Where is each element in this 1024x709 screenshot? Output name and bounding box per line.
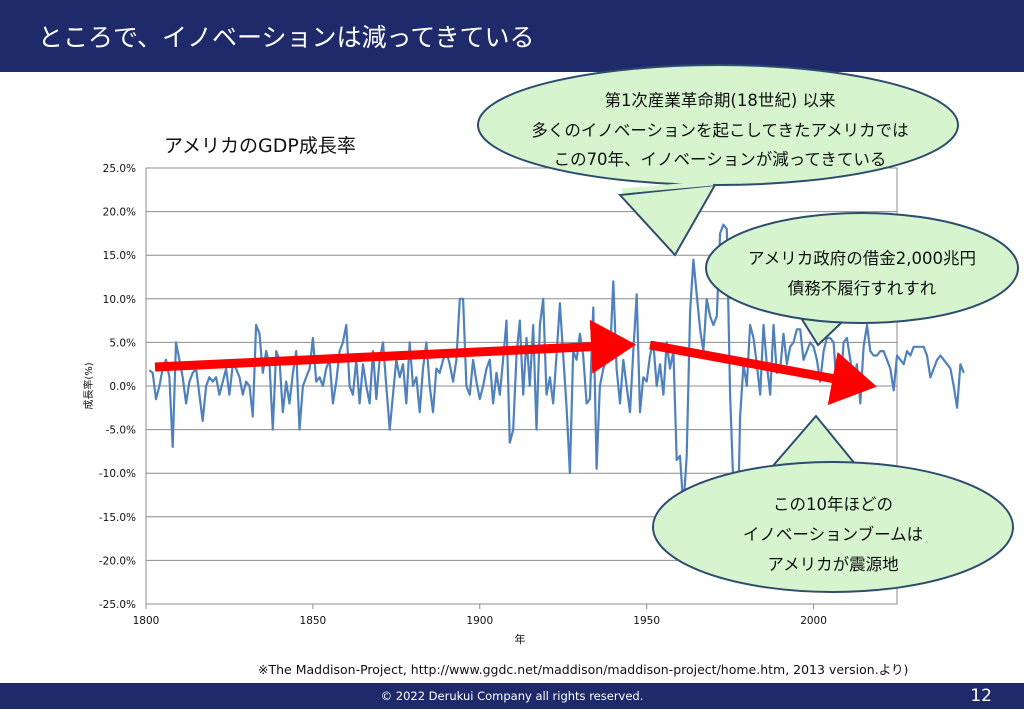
data-source-note: ※The Maddison-Project, http://www.ggdc.n… — [258, 662, 909, 677]
x-tick-label: 1850 — [300, 615, 327, 627]
plot-frame — [145, 167, 898, 605]
y-tick-label: -20.0% — [99, 555, 136, 567]
callout-top-line-3: この70年、イノベーションが減ってきている — [554, 150, 887, 169]
y-tick-label: -10.0% — [99, 468, 136, 480]
x-tick-labels: 1800 1850 1900 1950 2000 — [133, 604, 827, 627]
y-tick-label: 15.0% — [103, 250, 136, 262]
x-axis-label: 年 — [515, 632, 526, 646]
page-number: 12 — [970, 686, 992, 706]
copyright-text: © 2022 Derukui Company all rights reserv… — [380, 689, 644, 703]
x-tick-label: 1950 — [633, 615, 660, 627]
trend-arrow-rising — [154, 319, 636, 374]
y-tick-label: 0.0% — [109, 381, 136, 393]
x-tick-label: 1900 — [466, 615, 493, 627]
chart-title: アメリカのGDP成長率 — [164, 135, 356, 157]
y-tick-label: 20.0% — [103, 207, 136, 219]
callout-right: アメリカ政府の借金2,000兆円 債務不履行すれすれ — [705, 212, 1019, 347]
slide-title: ところで、イノベーションは減ってきている — [38, 23, 535, 52]
y-axis-label: 成長率(%) — [82, 362, 95, 409]
callout-top: 第1次産業革命期(18世紀) 以来 多くのイノベーションを起こしてきたアメリカで… — [477, 64, 959, 257]
y-tick-label: -15.0% — [99, 512, 136, 524]
slide-header: ところで、イノベーションは減ってきている — [0, 0, 1024, 72]
y-tick-label: -5.0% — [106, 425, 136, 437]
slide-footer: © 2022 Derukui Company all rights reserv… — [0, 683, 1024, 709]
callout-bottom-line-1: この10年ほどの — [773, 495, 893, 514]
callout-right-line-2: 債務不履行すれすれ — [788, 279, 937, 298]
y-tick-label: 10.0% — [103, 294, 136, 306]
callout-bottom-line-2: イノベーションブームは — [743, 524, 923, 544]
trend-arrow-falling — [649, 340, 877, 406]
y-tick-label: 5.0% — [109, 337, 136, 349]
x-tick-label: 2000 — [800, 615, 827, 627]
x-tick-label: 1800 — [133, 615, 160, 627]
y-tick-labels: 25.0% 20.0% 15.0% 10.0% 5.0% 0.0% -5.0% -10.0% -… — [99, 163, 136, 611]
y-tick-label: 25.0% — [103, 163, 136, 175]
callout-right-line-1: アメリカ政府の借金2,000兆円 — [748, 249, 976, 268]
callout-top-line-2: 多くのイノベーションを起こしてきたアメリカでは — [531, 121, 908, 140]
y-tick-label: -25.0% — [99, 599, 136, 611]
callout-bottom: この10年ほどの イノベーションブームは アメリカが震源地 — [652, 414, 1014, 593]
callout-top-line-1: 第1次産業革命期(18世紀) 以来 — [604, 91, 835, 110]
series-line-gdp-growth — [148, 223, 965, 575]
callout-bottom-line-3: アメリカが震源地 — [767, 555, 898, 574]
